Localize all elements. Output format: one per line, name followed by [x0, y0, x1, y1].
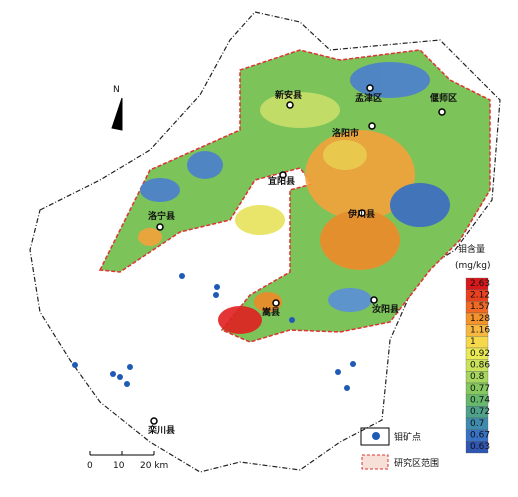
colorbar-label: 0.74 — [470, 396, 490, 406]
city-marker — [368, 122, 376, 130]
city-label: 洛宁县 — [148, 210, 175, 222]
study-area — [98, 49, 491, 343]
legend-unit: (mg/kg) — [455, 261, 490, 271]
city-marker — [370, 296, 378, 304]
city-label: 宜阳县 — [268, 175, 295, 187]
city-label: 栾川县 — [147, 424, 175, 436]
colorbar-label: 0.77 — [470, 384, 490, 394]
colorbar-label: 1.28 — [470, 314, 490, 324]
city-marker — [150, 417, 158, 425]
scale-label: 20 km — [140, 461, 168, 471]
colorbar-label: 0.67 — [470, 431, 490, 441]
colorbar-label: 1.16 — [470, 326, 490, 336]
colorbar-label: 0.72 — [470, 407, 490, 417]
legend-box — [360, 427, 390, 446]
city-marker — [279, 171, 287, 179]
city-label: 洛阳市 — [332, 127, 359, 139]
legend-mine-label: 钼矿点 — [394, 431, 421, 443]
city-marker — [156, 223, 164, 231]
colorbar-label: 2.63 — [470, 279, 490, 289]
colorbar-label: 0.63 — [470, 442, 490, 452]
city-marker — [272, 299, 280, 307]
colorbar-label: 1.57 — [470, 302, 490, 312]
city-label: 偃师区 — [430, 92, 457, 104]
colorbar-label: 0.7 — [470, 419, 484, 429]
scale-label: 10 — [113, 461, 125, 471]
legend-title: 钼含量 — [458, 243, 485, 255]
north-label: N — [113, 85, 120, 95]
mine-points — [72, 273, 356, 391]
colorbar-label: 0.8 — [470, 372, 485, 382]
city-label: 嵩县 — [262, 306, 280, 318]
city-marker — [286, 101, 294, 109]
colorbar-segment — [465, 441, 489, 454]
legend-area-icon — [361, 454, 389, 470]
colorbar-label: 0.92 — [470, 349, 490, 359]
concentration-zones — [138, 62, 450, 334]
legend-mine-icon — [372, 432, 380, 440]
colorbar-label: 0.86 — [470, 361, 490, 371]
city-label: 新安县 — [275, 89, 302, 101]
scale-label: 0 — [87, 461, 93, 471]
colorbar-label: 2.12 — [470, 291, 490, 301]
city-marker — [438, 108, 446, 116]
colorbar-label: 1 — [470, 337, 476, 347]
city-label: 汝阳县 — [372, 303, 399, 315]
city-label: 孟津区 — [355, 92, 382, 104]
legend-area-label: 研究区范围 — [394, 457, 439, 469]
city-label: 伊川县 — [347, 208, 375, 220]
scale-bar — [89, 451, 155, 456]
city-marker — [366, 84, 374, 92]
north-arrow — [111, 97, 123, 131]
city-marker — [358, 209, 366, 217]
